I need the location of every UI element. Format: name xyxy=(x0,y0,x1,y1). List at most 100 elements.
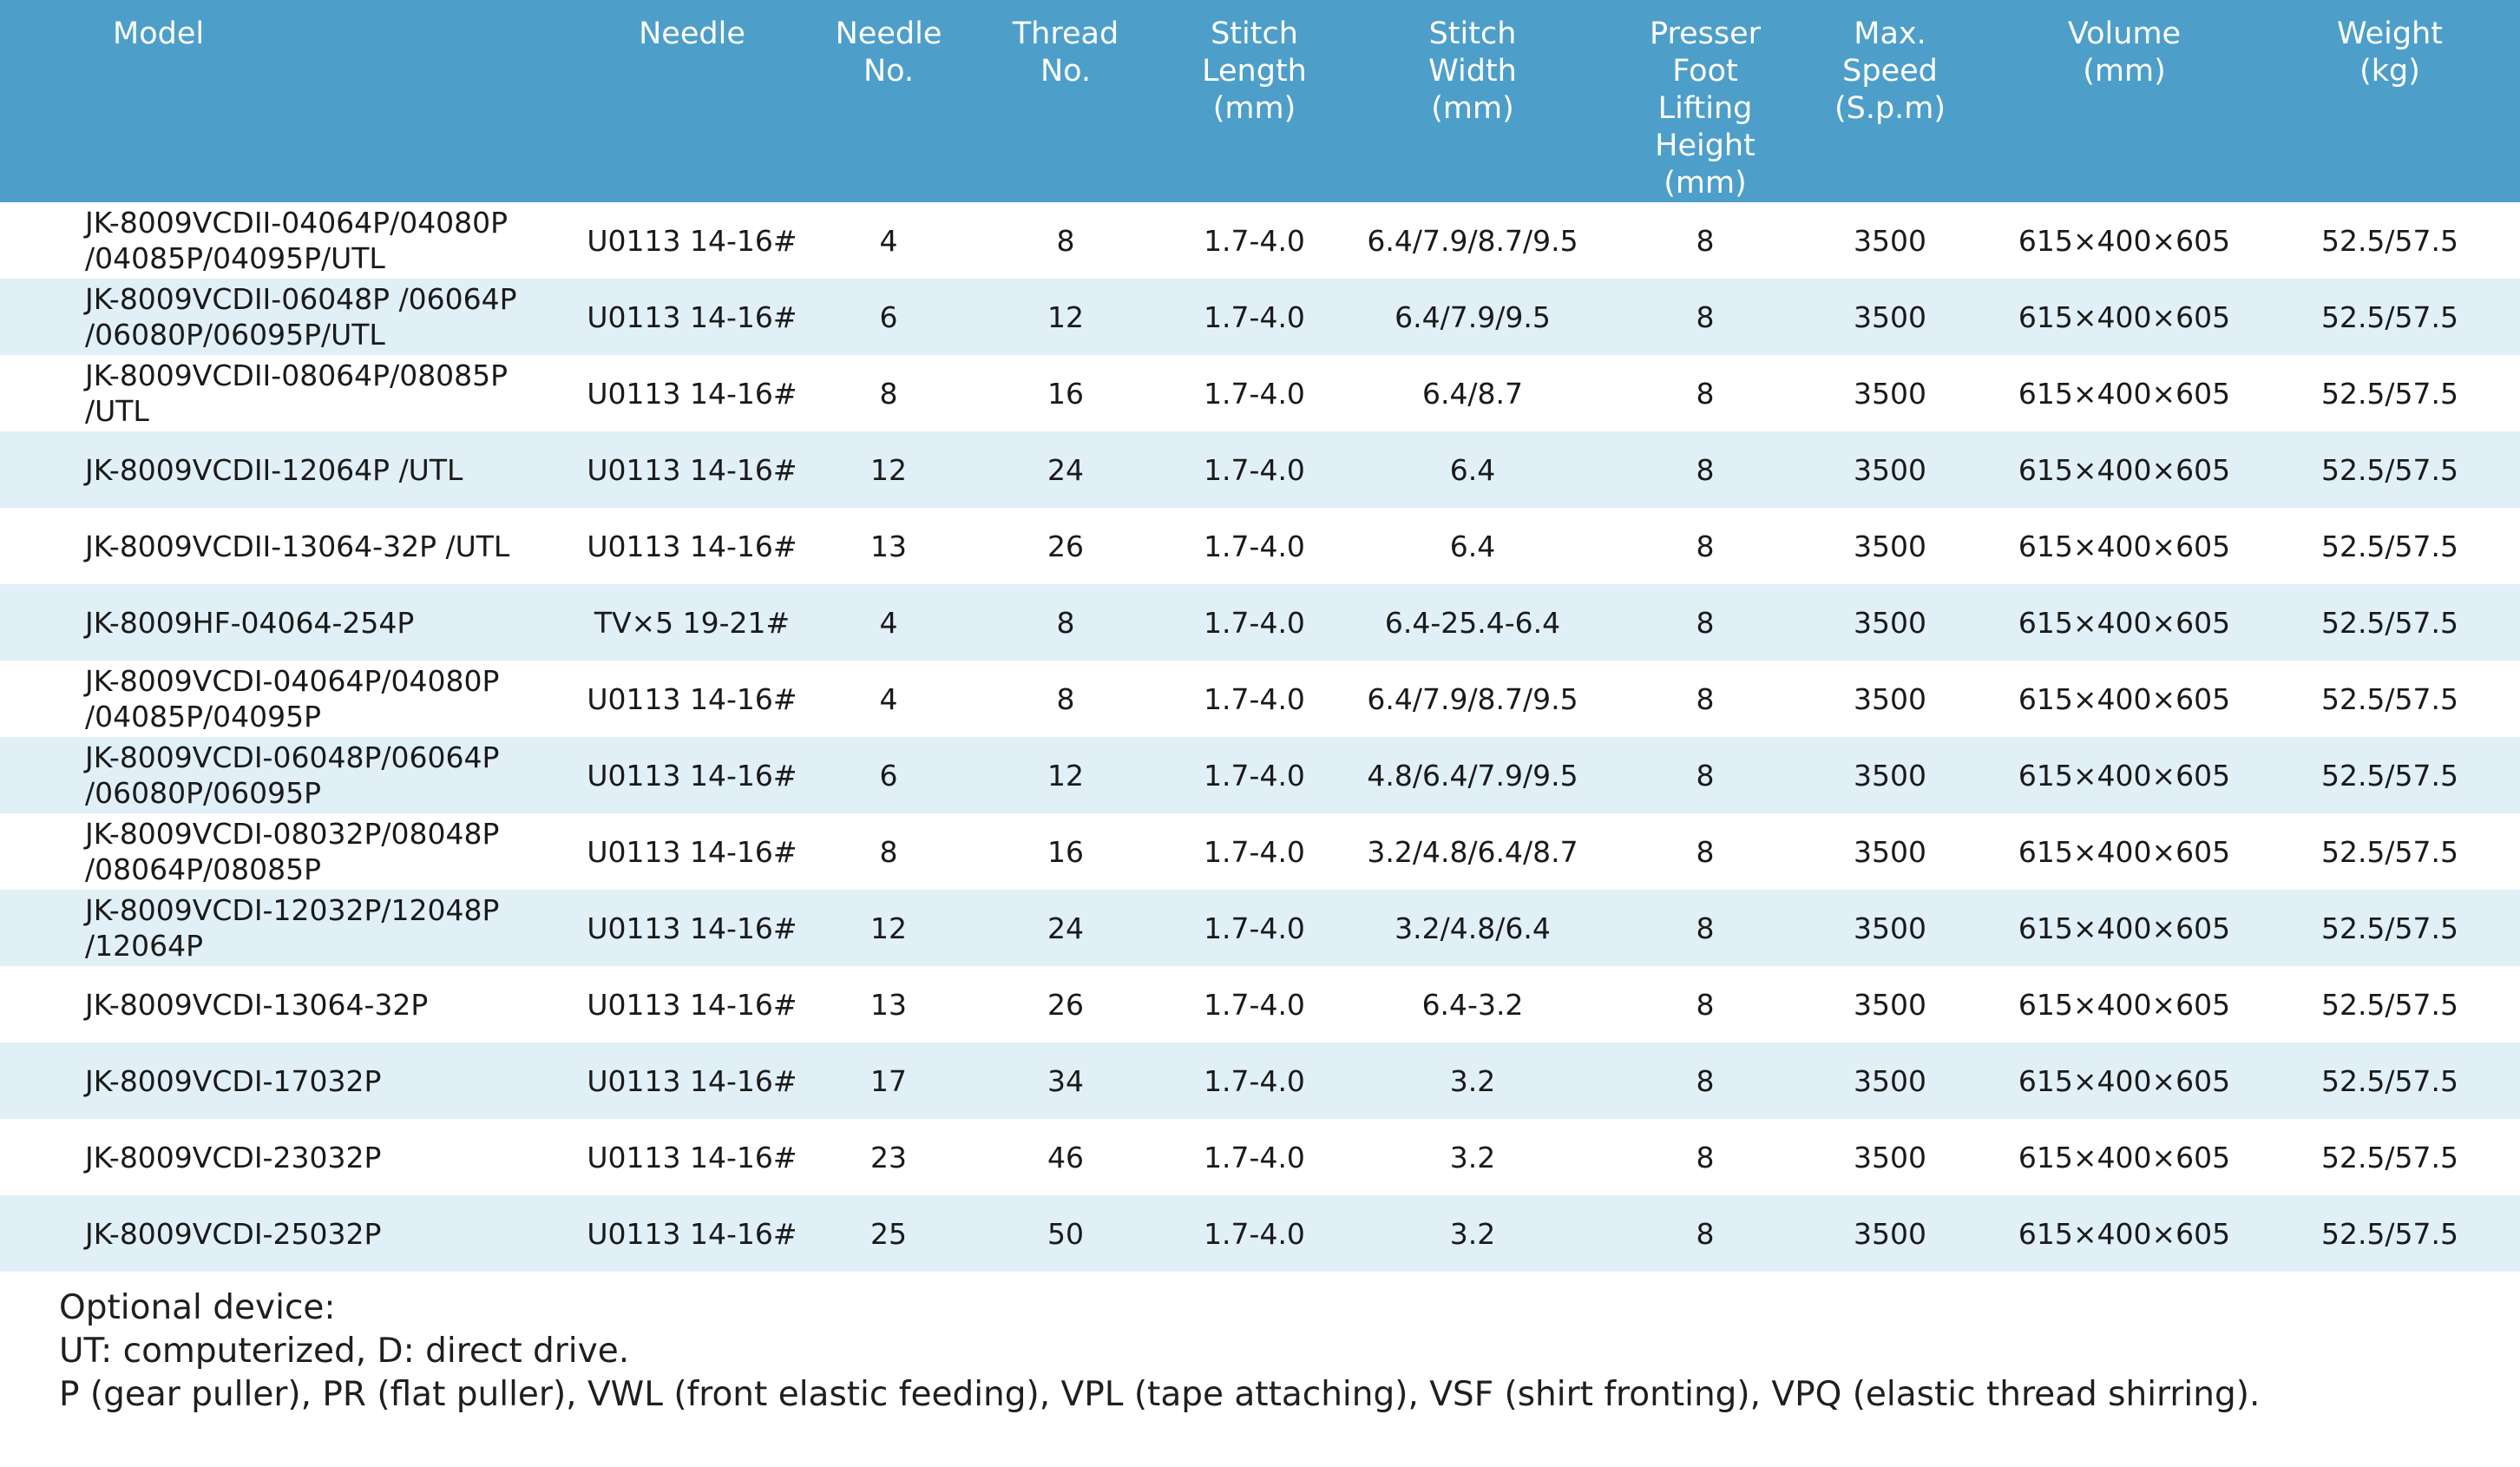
cell-max-speed: 3500 xyxy=(1854,681,1926,716)
cell-stitch-width: 4.8/6.4/7.9/9.5 xyxy=(1367,758,1578,793)
cell-weight: 52.5/57.5 xyxy=(2320,223,2459,258)
cell-presser-foot-lift: 8 xyxy=(1696,376,1715,411)
cell-needle-no: 12 xyxy=(870,911,907,945)
cell-stitch-length: 1.7-4.0 xyxy=(1204,299,1305,334)
cell-max-speed: 3500 xyxy=(1854,1216,1926,1251)
cell-model: JK-8009VCDI-25032P xyxy=(85,1216,382,1251)
table-row: JK-8009VCDII-13064-32P /UTL U0113 14-16# 1… xyxy=(0,508,2520,584)
cell-stitch-length: 1.7-4.0 xyxy=(1204,1140,1305,1174)
cell-max-speed: 3500 xyxy=(1854,376,1926,411)
cell-needle: U0113 14-16# xyxy=(587,1140,797,1174)
cell-presser-foot-lift: 8 xyxy=(1696,605,1715,640)
optional-device-notes: Optional device: UT: computerized, D: di… xyxy=(59,1286,2260,1417)
cell-max-speed: 3500 xyxy=(1854,223,1926,258)
cell-weight: 52.5/57.5 xyxy=(2320,1216,2459,1251)
cell-weight: 52.5/57.5 xyxy=(2320,452,2459,487)
cell-thread-no: 12 xyxy=(1047,299,1084,334)
cell-stitch-width: 3.2 xyxy=(1449,1063,1496,1098)
cell-stitch-width: 3.2 xyxy=(1449,1216,1496,1251)
cell-volume: 615×400×605 xyxy=(2018,758,2231,793)
cell-needle-no: 23 xyxy=(870,1140,907,1174)
cell-model: JK-8009VCDI-08032P/08048P /08064P/08085P xyxy=(85,817,500,886)
cell-needle: U0113 14-16# xyxy=(587,987,797,1022)
cell-thread-no: 8 xyxy=(1056,605,1075,640)
cell-model: JK-8009VCDI-12032P/12048P /12064P xyxy=(85,893,500,963)
cell-weight: 52.5/57.5 xyxy=(2320,1063,2459,1098)
cell-needle: U0113 14-16# xyxy=(587,758,797,793)
table-row: JK-8009VCDI-12032P/12048P /12064P U0113 1… xyxy=(0,890,2520,966)
cell-thread-no: 50 xyxy=(1047,1216,1084,1251)
cell-stitch-width: 3.2 xyxy=(1449,1140,1496,1174)
cell-stitch-length: 1.7-4.0 xyxy=(1204,452,1305,487)
cell-model: JK-8009VCDII-13064-32P /UTL xyxy=(85,529,510,563)
cell-volume: 615×400×605 xyxy=(2018,299,2231,334)
cell-needle: TV×5 19-21# xyxy=(594,605,791,640)
cell-model: JK-8009VCDI-23032P xyxy=(85,1140,382,1174)
cell-thread-no: 34 xyxy=(1047,1063,1084,1098)
cell-model: JK-8009VCDII-08064P/08085P /UTL xyxy=(85,359,509,428)
cell-needle-no: 6 xyxy=(879,299,898,334)
cell-max-speed: 3500 xyxy=(1854,299,1926,334)
cell-weight: 52.5/57.5 xyxy=(2320,911,2459,945)
cell-needle-no: 6 xyxy=(879,758,898,793)
cell-presser-foot-lift: 8 xyxy=(1696,681,1715,716)
cell-stitch-length: 1.7-4.0 xyxy=(1204,529,1305,563)
cell-max-speed: 3500 xyxy=(1854,987,1926,1022)
cell-thread-no: 24 xyxy=(1047,452,1084,487)
cell-weight: 52.5/57.5 xyxy=(2320,1140,2459,1174)
cell-weight: 52.5/57.5 xyxy=(2320,605,2459,640)
cell-thread-no: 24 xyxy=(1047,911,1084,945)
cell-stitch-width: 3.2/4.8/6.4 xyxy=(1395,911,1551,945)
cell-thread-no: 26 xyxy=(1047,529,1084,563)
cell-needle-no: 12 xyxy=(870,452,907,487)
cell-max-speed: 3500 xyxy=(1854,1063,1926,1098)
cell-thread-no: 12 xyxy=(1047,758,1084,793)
table-row: JK-8009VCDI-23032P U0113 14-16# 23 46 1.7-4.… xyxy=(0,1119,2520,1195)
header-needle: Needle xyxy=(639,16,745,51)
notes-title: Optional device: xyxy=(59,1288,336,1327)
cell-needle: U0113 14-16# xyxy=(587,1216,797,1251)
cell-thread-no: 26 xyxy=(1047,987,1084,1022)
cell-needle: U0113 14-16# xyxy=(587,1063,797,1098)
cell-stitch-width: 6.4-25.4-6.4 xyxy=(1384,605,1561,640)
cell-model: JK-8009VCDI-06048P/06064P /06080P/06095P xyxy=(85,740,500,810)
cell-model: JK-8009VCDII-06048P /06064P /06080P/0609… xyxy=(85,282,517,352)
cell-presser-foot-lift: 8 xyxy=(1696,299,1715,334)
header-weight: Weight (kg) xyxy=(2337,16,2443,89)
header-volume: Volume (mm) xyxy=(2067,16,2182,89)
cell-stitch-width: 6.4-3.2 xyxy=(1421,987,1524,1022)
cell-presser-foot-lift: 8 xyxy=(1696,223,1715,258)
cell-stitch-length: 1.7-4.0 xyxy=(1204,1063,1305,1098)
notes-line-1: UT: computerized, D: direct drive. xyxy=(59,1332,630,1371)
cell-needle-no: 13 xyxy=(870,987,907,1022)
cell-stitch-width: 6.4 xyxy=(1449,452,1496,487)
cell-needle: U0113 14-16# xyxy=(587,911,797,945)
table-row: JK-8009VCDI-08032P/08048P /08064P/08085P… xyxy=(0,813,2520,890)
cell-weight: 52.5/57.5 xyxy=(2320,834,2459,869)
cell-max-speed: 3500 xyxy=(1854,1140,1926,1174)
cell-presser-foot-lift: 8 xyxy=(1696,452,1715,487)
table-body: JK-8009VCDII-04064P/04080P /04085P/04095… xyxy=(0,202,2520,1272)
header-needle-no: Needle No. xyxy=(835,16,942,89)
cell-weight: 52.5/57.5 xyxy=(2320,681,2459,716)
cell-presser-foot-lift: 8 xyxy=(1696,834,1715,869)
cell-stitch-width: 6.4/7.9/8.7/9.5 xyxy=(1367,681,1578,716)
cell-volume: 615×400×605 xyxy=(2018,376,2231,411)
cell-stitch-length: 1.7-4.0 xyxy=(1204,681,1305,716)
header-model: Model xyxy=(113,16,205,51)
cell-stitch-length: 1.7-4.0 xyxy=(1204,376,1305,411)
cell-needle: U0113 14-16# xyxy=(587,452,797,487)
table-row: JK-8009VCDI-25032P U0113 14-16# 25 50 1.7-4.… xyxy=(0,1195,2520,1272)
cell-needle-no: 4 xyxy=(879,223,898,258)
table-row: JK-8009VCDII-06048P /06064P /06080P/0609… xyxy=(0,279,2520,355)
cell-stitch-length: 1.7-4.0 xyxy=(1204,987,1305,1022)
cell-model: JK-8009VCDI-13064-32P xyxy=(85,987,429,1022)
cell-needle: U0113 14-16# xyxy=(587,681,797,716)
cell-max-speed: 3500 xyxy=(1854,529,1926,563)
header-stitch-width: Stitch Width (mm) xyxy=(1428,16,1517,126)
cell-stitch-length: 1.7-4.0 xyxy=(1204,834,1305,869)
cell-needle: U0113 14-16# xyxy=(587,529,797,563)
cell-stitch-width: 6.4 xyxy=(1449,529,1496,563)
cell-volume: 615×400×605 xyxy=(2018,452,2231,487)
cell-stitch-length: 1.7-4.0 xyxy=(1204,758,1305,793)
